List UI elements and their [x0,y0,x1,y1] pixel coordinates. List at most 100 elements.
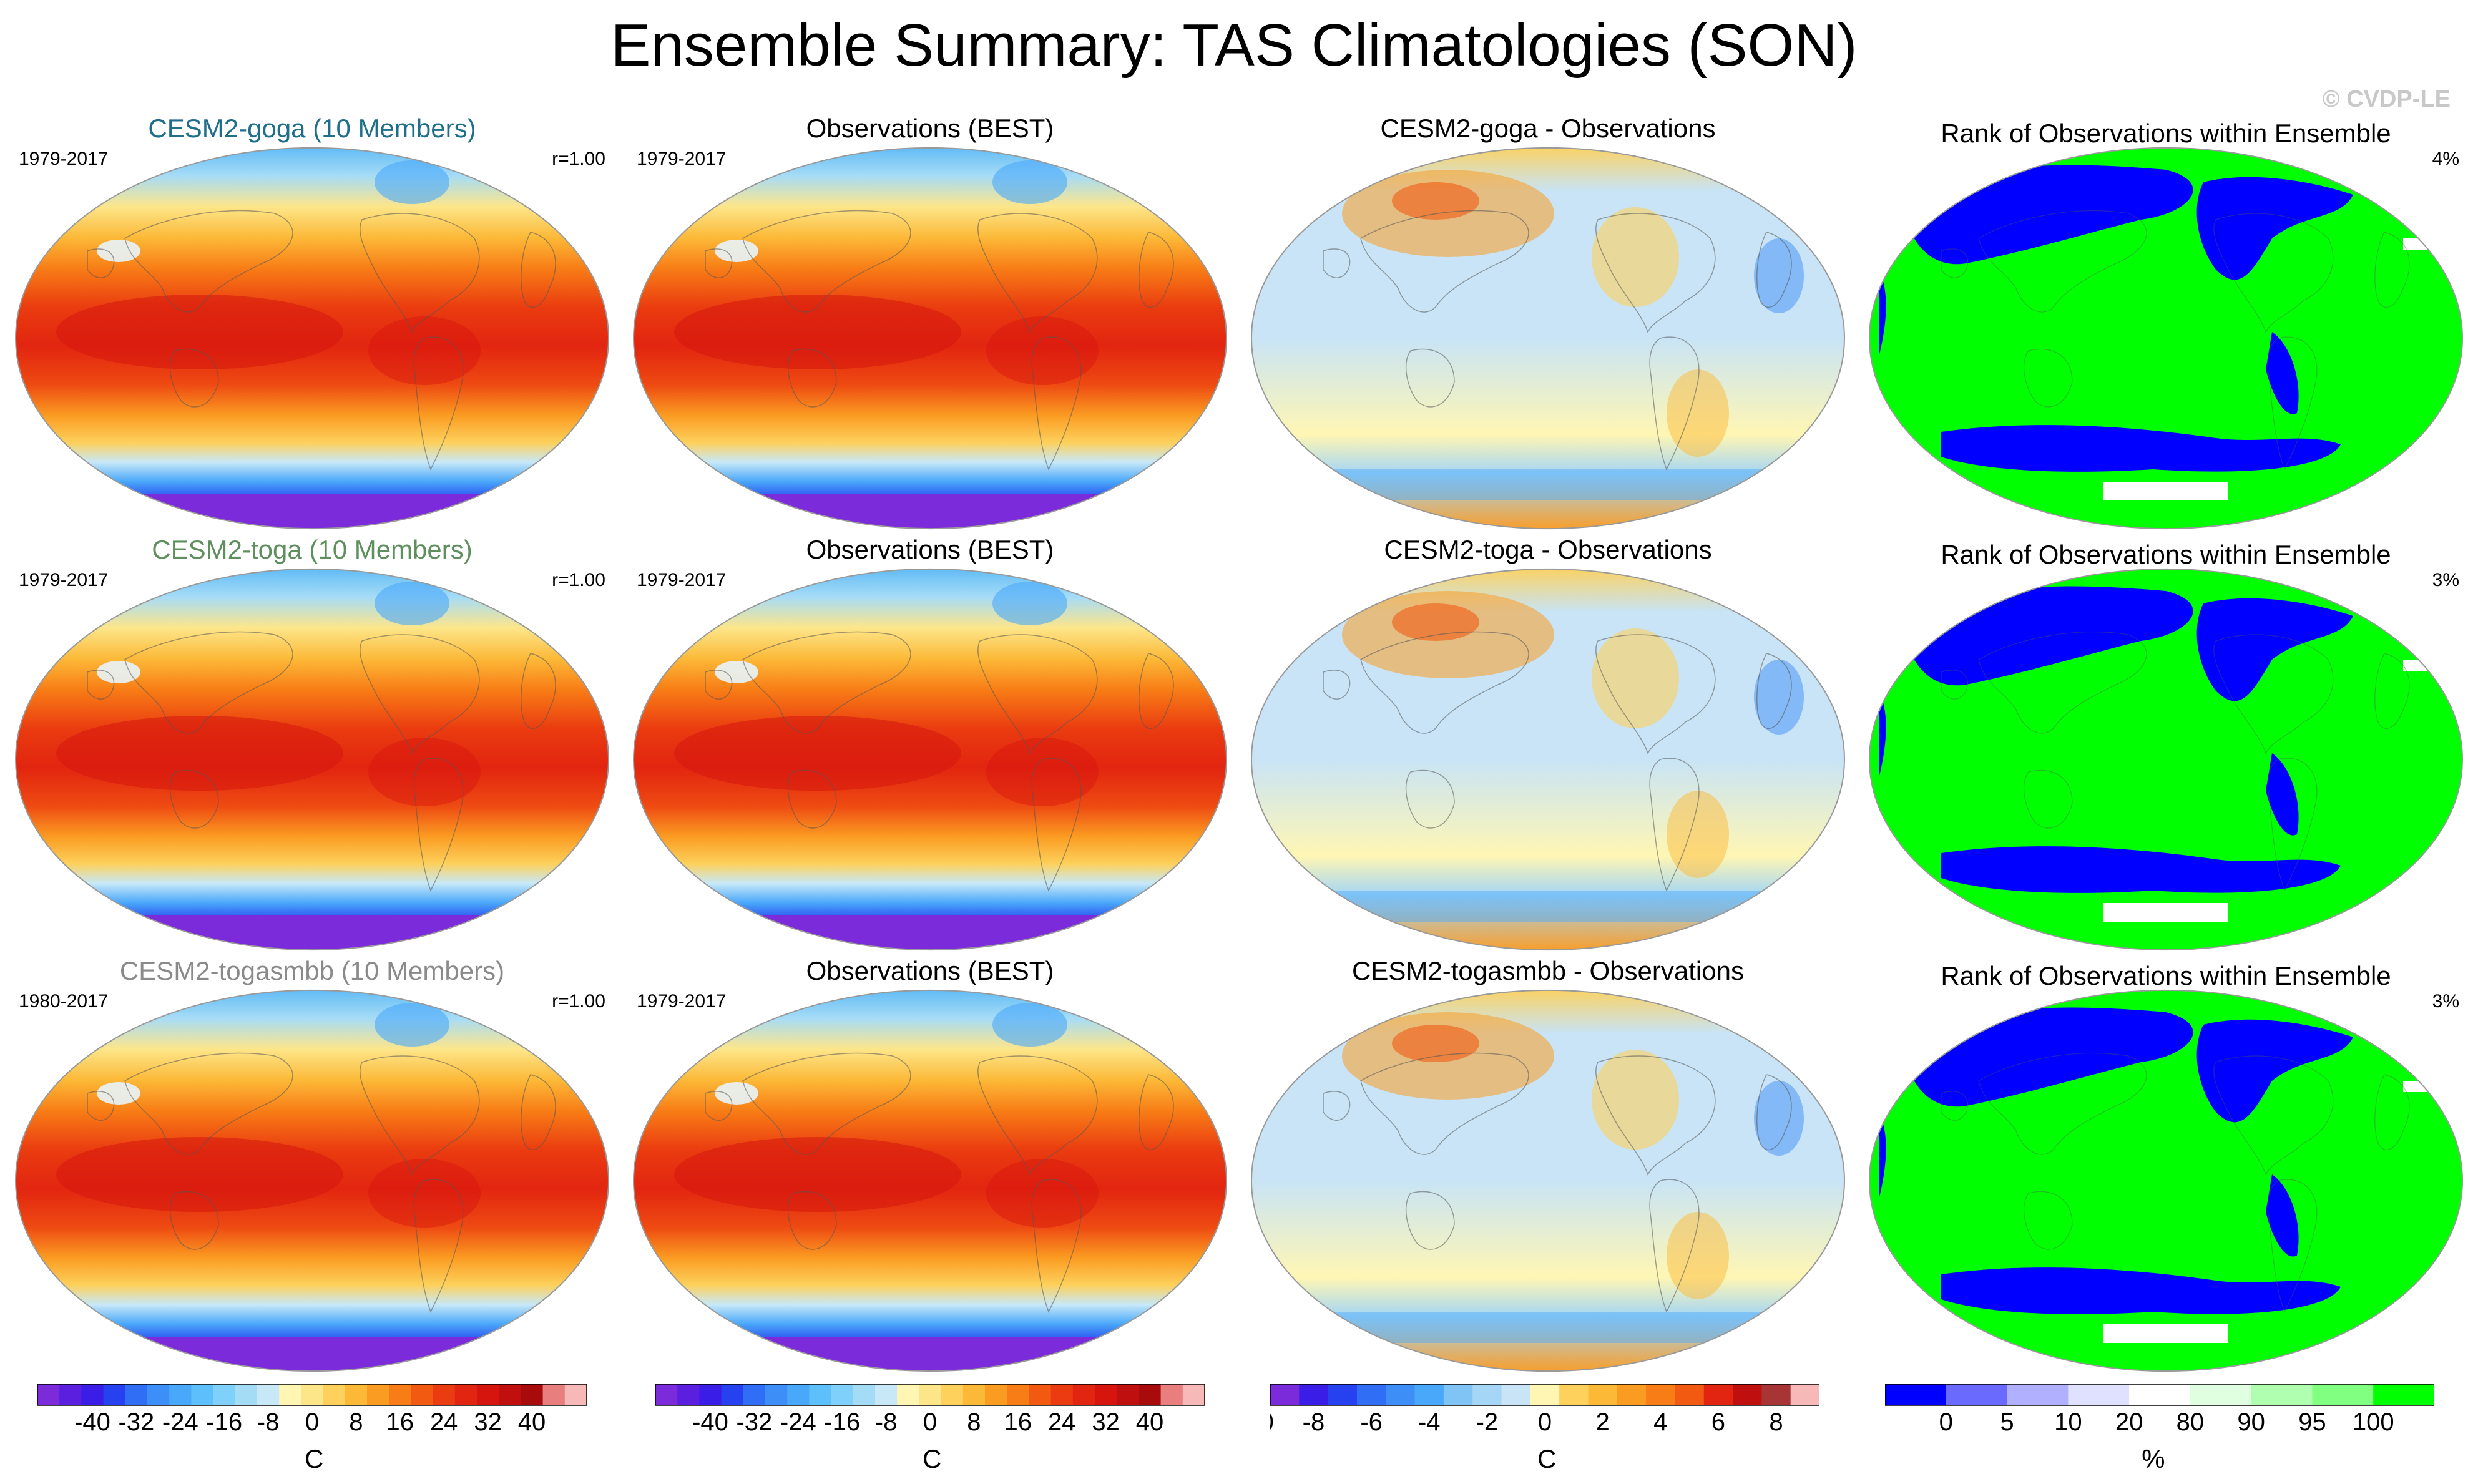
colorbar-3: -10-8-6-4-20246810C [1270,1384,1826,1473]
panel-diff-row2: CESM2-toga - Observations [1242,534,1854,964]
colorbar-tick-label: 8 [1769,1408,1783,1436]
map-field [1869,990,2462,1372]
colorbar-tick-label: -40 [74,1408,110,1436]
colorbar-swatch [1703,1384,1733,1405]
colorbar-swatch [564,1384,587,1405]
colorbar-swatch [831,1384,854,1405]
map-border [1250,990,1846,1372]
colorbar-swatch [389,1384,411,1405]
map-border [1250,147,1846,529]
colorbar-swatch [2129,1384,2191,1405]
panel-model-row1: CESM2-goga (10 Members) 1979-2017 r=1.00 [6,112,618,543]
colorbar-swatch [345,1384,368,1405]
colorbar-swatch [985,1384,1007,1405]
panel-obs-row2: Observations (BEST) 1979-2017 [624,534,1236,964]
colorbar-swatch [677,1384,700,1405]
colorbar-tick-label: -10 [1270,1408,1274,1436]
map-border [1868,147,2464,529]
colorbar-tick-label: -16 [206,1408,242,1436]
period-label: 1979-2017 [19,149,109,169]
colorbar-tick-label: 8 [967,1408,981,1436]
percent-label: 3% [2432,570,2459,590]
colorbar-swatch [2373,1384,2434,1405]
percent-label: 3% [2432,991,2459,1012]
colorbar-swatch [1946,1384,2008,1405]
colorbar-swatch [103,1384,126,1405]
colorbar-tick-label: -2 [1476,1408,1499,1436]
colorbar-tick-label: -8 [875,1408,898,1436]
colorbar-tick-label: 0 [305,1408,319,1436]
panel-diff-row1: CESM2-goga - Observations [1242,112,1854,543]
colorbar-tick-label: 24 [1048,1408,1076,1436]
map-field [15,147,609,529]
panel-title: CESM2-goga - Observations [1380,114,1716,143]
pattern-correlation-label: r=1.00 [552,570,605,590]
colorbar-swatch [169,1384,192,1405]
colorbar-tick-label: 90 [2237,1408,2265,1436]
colorbar-swatch [919,1384,942,1405]
panel-rank-row3: Rank of Observations within Ensemble 3% [1860,955,2468,1385]
colorbar-swatch [235,1384,258,1405]
globe-map [1250,569,1846,950]
colorbar-tick-label: 100 [2353,1408,2394,1436]
colorbar-unit: C [1537,1444,1557,1473]
colorbar-tick-label: 24 [430,1408,458,1436]
colorbar-tick-label: 0 [923,1408,937,1436]
colorbar-swatch [2312,1384,2374,1405]
colorbar-swatch [787,1384,810,1405]
colorbar-swatch [521,1384,544,1405]
map-border [1868,569,2464,950]
colorbar-tick-label: 16 [386,1408,414,1436]
colorbar-swatch [433,1384,456,1405]
colorbar-swatch [699,1384,722,1405]
colorbar-swatch [2251,1384,2313,1405]
colorbar-swatch [323,1384,346,1405]
map-field [15,990,609,1372]
globe-map [14,569,610,950]
period-label: 1979-2017 [637,991,727,1012]
panel-model-row3: CESM2-togasmbb (10 Members) 1980-2017 r=1.… [6,955,618,1385]
colorbar-swatch [1328,1384,1358,1405]
map-field [15,569,609,950]
colorbar-tick-label: 0 [1538,1408,1552,1436]
map-field [1251,147,1844,529]
panel-title: Observations (BEST) [806,535,1054,564]
percent-label: 4% [2432,149,2459,169]
globe-map [1868,147,2464,529]
globe-map [14,990,610,1372]
colorbar-swatch [279,1384,301,1405]
colorbar-tick-label: 2 [1596,1408,1610,1436]
colorbar-swatch [1885,1384,1947,1405]
panel-obs-row3: Observations (BEST) 1979-2017 [624,955,1236,1385]
panel-title: CESM2-togasmbb (10 Members) [119,956,505,985]
colorbar-tick-label: -40 [692,1408,728,1436]
globe-map [632,569,1228,950]
colorbar-tick-label: 32 [474,1408,502,1436]
map-field [633,569,1227,950]
colorbar-swatch [721,1384,744,1405]
colorbar-swatch [1356,1384,1386,1405]
colorbar-tick-label: 40 [518,1408,546,1436]
colorbar-swatch [1139,1384,1162,1405]
colorbar-swatch [1095,1384,1117,1405]
period-label: 1979-2017 [637,149,727,169]
colorbar-swatch [1386,1384,1416,1405]
panel-diff-row3: CESM2-togasmbb - Observations [1242,955,1854,1385]
colorbar-swatch [655,1384,678,1405]
colorbar-tick-label: 40 [1136,1408,1164,1436]
copyright-label: © CVDP-LE [2322,86,2451,112]
colorbar-swatch [809,1384,832,1405]
colorbar-swatch [941,1384,964,1405]
colorbar-unit: % [2142,1444,2165,1473]
globe-map [1868,569,2464,950]
panel-title: Rank of Observations within Ensemble [1941,540,2391,569]
colorbar-swatch [875,1384,898,1405]
colorbar-swatch [367,1384,389,1405]
colorbar-swatch [1007,1384,1029,1405]
globe-map [632,990,1228,1372]
colorbar-swatch [213,1384,236,1405]
colorbar-tick-label: 8 [349,1408,363,1436]
globe-map [1868,990,2464,1372]
colorbar-swatch [1501,1384,1531,1405]
colorbar-swatch [2007,1384,2069,1405]
